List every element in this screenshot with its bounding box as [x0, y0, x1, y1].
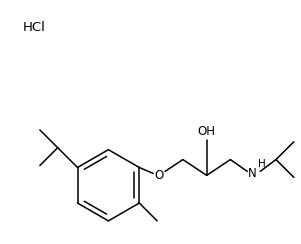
Text: H: H [258, 159, 266, 169]
Text: N: N [248, 167, 257, 180]
Text: O: O [154, 169, 164, 182]
Text: HCl: HCl [23, 21, 46, 34]
Text: OH: OH [198, 125, 216, 138]
